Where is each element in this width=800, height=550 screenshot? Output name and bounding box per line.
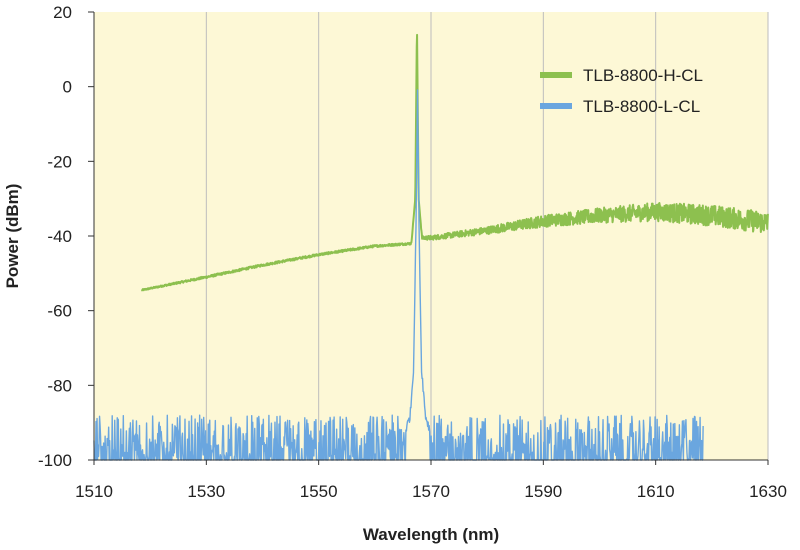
- x-tick-label: 1590: [524, 482, 562, 501]
- y-axis-title: Power (dBm): [3, 184, 22, 289]
- y-tick-label: -20: [47, 152, 72, 171]
- series-h-cl-line: [140, 33, 769, 292]
- legend-label: TLB-8800-H-CL: [583, 66, 703, 85]
- y-tick-label: -60: [47, 302, 72, 321]
- x-axis-title: Wavelength (nm): [363, 525, 499, 544]
- y-tick-label: -100: [38, 451, 72, 470]
- y-tick-label: -80: [47, 376, 72, 395]
- y-tick-labels: 20 0 -20 -40 -60 -80 -100: [38, 3, 72, 470]
- axes: [88, 11, 769, 465]
- x-tick-label: 1550: [300, 482, 338, 501]
- legend-label: TLB-8800-L-CL: [583, 97, 700, 116]
- x-tick-label: 1530: [187, 482, 225, 501]
- x-tick-label: 1630: [749, 482, 787, 501]
- y-tick-label: 0: [63, 78, 72, 97]
- x-tick-label: 1570: [412, 482, 450, 501]
- x-tick-labels: 1510 1530 1550 1570 1590 1610 1630: [75, 482, 787, 501]
- legend: TLB-8800-H-CL TLB-8800-L-CL: [540, 66, 703, 116]
- x-tick-label: 1610: [637, 482, 675, 501]
- y-tick-label: 20: [53, 3, 72, 22]
- x-tick-label: 1510: [75, 482, 113, 501]
- y-tick-label: -40: [47, 227, 72, 246]
